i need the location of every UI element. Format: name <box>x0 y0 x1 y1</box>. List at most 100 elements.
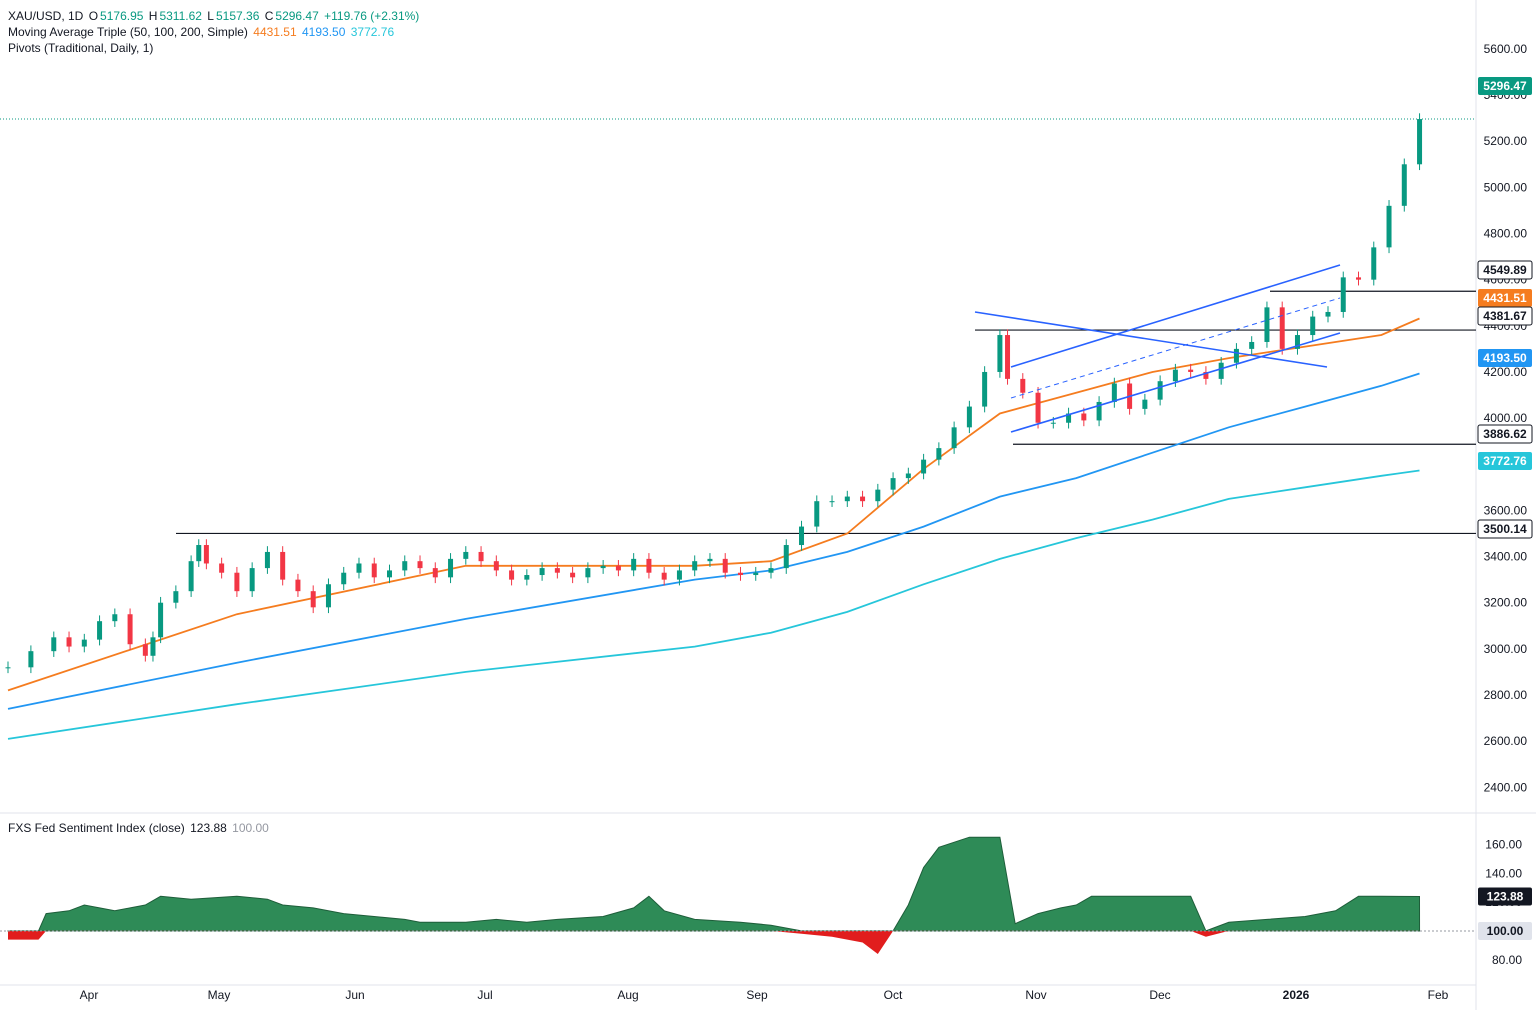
candle-body[interactable] <box>570 572 576 578</box>
candle-body[interactable] <box>463 551 469 559</box>
candle-body[interactable] <box>997 335 1003 372</box>
candle-body[interactable] <box>1142 399 1148 409</box>
candle-body[interactable] <box>936 448 942 460</box>
candle-body[interactable] <box>51 637 57 652</box>
candle-body[interactable] <box>600 565 606 569</box>
candle-body[interactable] <box>295 579 301 592</box>
candle-body[interactable] <box>966 406 972 428</box>
candle-body[interactable] <box>509 570 515 580</box>
candle-body[interactable] <box>783 545 789 569</box>
candle-body[interactable] <box>829 501 835 503</box>
candle-body[interactable] <box>860 496 866 502</box>
candle-body[interactable] <box>127 614 133 645</box>
sentiment-legend[interactable]: FXS Fed Sentiment Index (close) 123.88 1… <box>8 820 271 836</box>
candle-body[interactable] <box>1020 378 1026 393</box>
candle-body[interactable] <box>1310 316 1316 336</box>
candle-body[interactable] <box>707 558 713 562</box>
candle-body[interactable] <box>585 568 591 578</box>
candle-body[interactable] <box>1325 311 1331 317</box>
candle-body[interactable] <box>753 572 759 576</box>
candle-body[interactable] <box>844 496 850 502</box>
candle-body[interactable] <box>1233 348 1239 363</box>
candle-body[interactable] <box>1371 247 1377 280</box>
candle-body[interactable] <box>1081 413 1087 421</box>
candle-body[interactable] <box>1157 381 1163 400</box>
candle-body[interactable] <box>615 565 621 571</box>
candle-body[interactable] <box>905 473 911 479</box>
candle-body[interactable] <box>1356 277 1362 280</box>
legend-symbol[interactable]: XAU/USD, 1D <box>8 9 84 23</box>
candle-body[interactable] <box>234 572 240 592</box>
candle-body[interactable] <box>951 427 957 449</box>
candle-body[interactable] <box>921 459 927 474</box>
candle-body[interactable] <box>249 568 255 592</box>
candle-body[interactable] <box>1279 307 1285 349</box>
pivots-legend[interactable]: Pivots (Traditional, Daily, 1) <box>8 40 155 56</box>
candle-body[interactable] <box>81 639 87 647</box>
candle-body[interactable] <box>150 637 156 656</box>
candle-body[interactable] <box>28 651 34 668</box>
candle-body[interactable] <box>1401 164 1407 206</box>
candle-body[interactable] <box>310 591 316 608</box>
candle-body[interactable] <box>402 561 408 571</box>
candle-body[interactable] <box>417 561 423 569</box>
candle-body[interactable] <box>325 584 331 608</box>
candle-body[interactable] <box>890 478 896 490</box>
candle-body[interactable] <box>982 371 988 407</box>
candle-body[interactable] <box>814 501 820 527</box>
candle-body[interactable] <box>97 621 103 640</box>
candle-body[interactable] <box>142 644 148 656</box>
candle-body[interactable] <box>188 561 194 592</box>
candle-body[interactable] <box>524 575 530 580</box>
channel-midline[interactable] <box>1010 297 1341 399</box>
candle-body[interactable] <box>768 568 774 573</box>
candle-body[interactable] <box>432 568 438 578</box>
trendline[interactable] <box>974 311 1328 368</box>
candle-body[interactable] <box>1218 362 1224 379</box>
candle-body[interactable] <box>1035 392 1041 423</box>
candle-body[interactable] <box>1340 277 1346 312</box>
candle-body[interactable] <box>661 572 667 580</box>
candle-body[interactable] <box>264 551 270 569</box>
candle-body[interactable] <box>631 558 637 571</box>
candle-body[interactable] <box>1203 371 1209 379</box>
candle-body[interactable] <box>387 570 392 578</box>
candle-body[interactable] <box>1096 401 1102 421</box>
ma100-line[interactable] <box>7 372 1420 710</box>
candle-body[interactable] <box>1066 413 1072 423</box>
candle-body[interactable] <box>1264 307 1270 342</box>
candle-body[interactable] <box>1111 383 1117 402</box>
candle-body[interactable] <box>692 561 698 571</box>
candle-body[interactable] <box>280 551 286 580</box>
candle-body[interactable] <box>799 526 805 546</box>
candle-body[interactable] <box>1249 341 1255 349</box>
candle-body[interactable] <box>371 563 377 578</box>
candle-body[interactable] <box>722 558 728 573</box>
candle-body[interactable] <box>1386 205 1392 248</box>
sentiment-area-negative[interactable] <box>8 930 1420 954</box>
candle-body[interactable] <box>203 545 209 564</box>
candle-body[interactable] <box>676 570 682 580</box>
candle-body[interactable] <box>875 489 881 502</box>
candle-body[interactable] <box>66 637 72 647</box>
candle-body[interactable] <box>646 558 652 573</box>
candle-body[interactable] <box>1294 335 1300 349</box>
candle-body[interactable] <box>737 572 743 576</box>
candle-body[interactable] <box>219 563 225 573</box>
ma200-line[interactable] <box>7 469 1420 740</box>
ma50-line[interactable] <box>7 317 1420 692</box>
candle-body[interactable] <box>1172 369 1178 382</box>
candle-body[interactable] <box>196 545 202 562</box>
candle-body[interactable] <box>1188 369 1194 372</box>
candle-body[interactable] <box>493 561 499 571</box>
candle-body[interactable] <box>1417 119 1423 165</box>
sentiment-area-positive[interactable] <box>7 836 1421 932</box>
candle-body[interactable] <box>478 551 484 562</box>
candle-body[interactable] <box>341 572 347 585</box>
candle-body[interactable] <box>173 591 179 603</box>
trendline[interactable] <box>1010 332 1341 433</box>
candle-body[interactable] <box>1005 335 1011 379</box>
candle-body[interactable] <box>1050 422 1056 424</box>
candle-body[interactable] <box>356 563 362 573</box>
